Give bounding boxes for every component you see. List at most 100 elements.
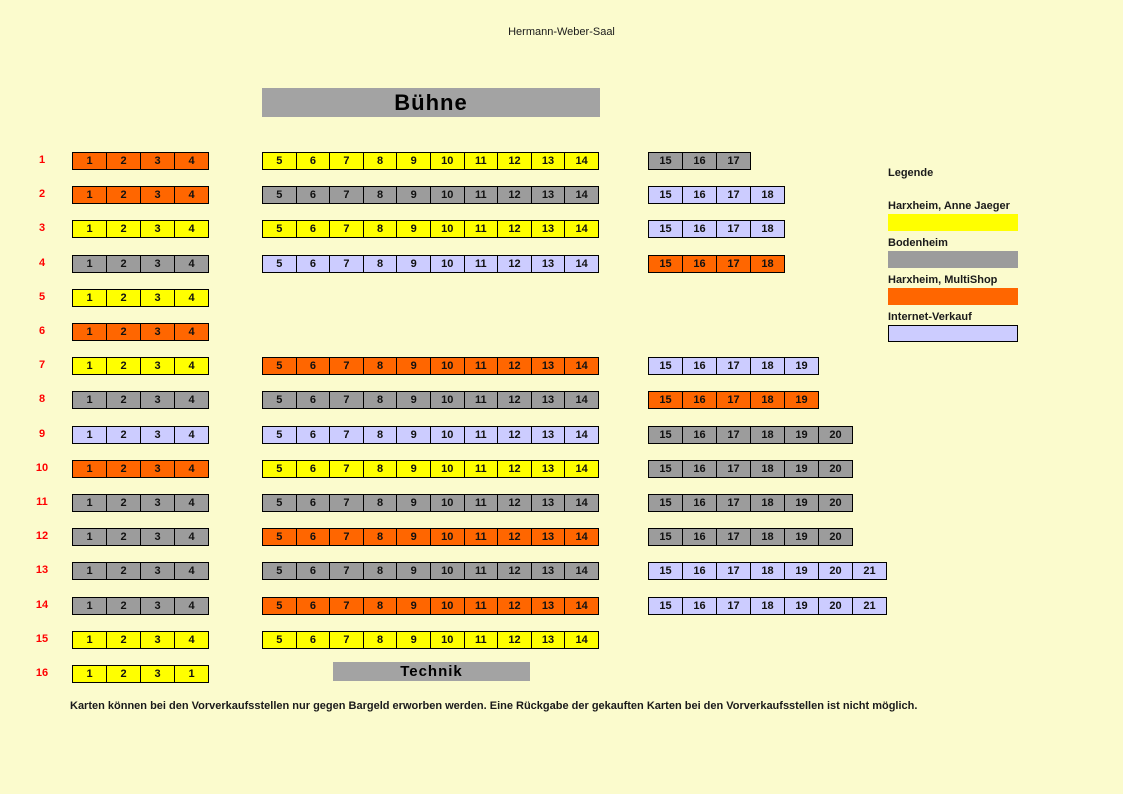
seat-r1-left-3-num-3[interactable]: 3 [140, 152, 175, 170]
seat-r14-right-3-num-17[interactable]: 17 [716, 597, 751, 615]
seat-r13-middle-8-num-12[interactable]: 12 [497, 562, 532, 580]
seat-r10-middle-8-num-12[interactable]: 12 [497, 460, 532, 478]
seat-r2-middle-9-num-13[interactable]: 13 [530, 186, 566, 204]
seat-r4-left-4-num-4[interactable]: 4 [174, 255, 209, 273]
seat-r9-left-4-num-4[interactable]: 4 [174, 426, 209, 444]
seat-r7-left-3-num-3[interactable]: 3 [140, 357, 175, 375]
seat-r2-middle-5-num-9[interactable]: 9 [396, 186, 431, 204]
seat-r12-middle-7-num-11[interactable]: 11 [463, 528, 499, 546]
seat-r15-left-4-num-4[interactable]: 4 [174, 631, 209, 649]
seat-r9-middle-7-num-11[interactable]: 11 [463, 426, 499, 444]
seat-r6-left-3-num-3[interactable]: 3 [140, 323, 175, 341]
seat-r8-middle-3-num-7[interactable]: 7 [329, 391, 364, 409]
seat-r10-left-3-num-3[interactable]: 3 [140, 460, 175, 478]
seat-r3-left-4-num-4[interactable]: 4 [174, 220, 209, 238]
seat-r12-left-3-num-3[interactable]: 3 [140, 528, 175, 546]
seat-r8-middle-5-num-9[interactable]: 9 [396, 391, 431, 409]
seat-r11-middle-8-num-12[interactable]: 12 [497, 494, 532, 512]
seat-r10-middle-7-num-11[interactable]: 11 [463, 460, 499, 478]
seat-r1-middle-5-num-9[interactable]: 9 [396, 152, 431, 170]
seat-r3-middle-10-num-14[interactable]: 14 [564, 220, 599, 238]
seat-r12-middle-5-num-9[interactable]: 9 [396, 528, 431, 546]
seat-r14-right-6-num-20[interactable]: 20 [818, 597, 853, 615]
seat-r8-left-3-num-3[interactable]: 3 [140, 391, 175, 409]
seat-r10-left-4-num-4[interactable]: 4 [174, 460, 209, 478]
seat-r8-middle-10-num-14[interactable]: 14 [564, 391, 599, 409]
seat-r1-left-1-num-1[interactable]: 1 [72, 152, 107, 170]
seat-r14-left-3-num-3[interactable]: 3 [140, 597, 175, 615]
seat-r7-right-3-num-17[interactable]: 17 [716, 357, 751, 375]
seat-r3-right-3-num-17[interactable]: 17 [716, 220, 751, 238]
seat-r1-middle-10-num-14[interactable]: 14 [564, 152, 599, 170]
seat-r8-middle-8-num-12[interactable]: 12 [497, 391, 532, 409]
seat-r13-middle-6-num-10[interactable]: 10 [429, 562, 465, 580]
seat-r3-middle-4-num-8[interactable]: 8 [362, 220, 398, 238]
seat-r12-right-2-num-16[interactable]: 16 [682, 528, 717, 546]
seat-r7-middle-10-num-14[interactable]: 14 [564, 357, 599, 375]
seat-r3-left-3-num-3[interactable]: 3 [140, 220, 175, 238]
seat-r1-left-2-num-2[interactable]: 2 [106, 152, 141, 170]
seat-r9-left-2-num-2[interactable]: 2 [106, 426, 141, 444]
seat-r10-middle-10-num-14[interactable]: 14 [564, 460, 599, 478]
seat-r8-right-3-num-17[interactable]: 17 [716, 391, 751, 409]
seat-r13-middle-3-num-7[interactable]: 7 [329, 562, 364, 580]
seat-r1-middle-9-num-13[interactable]: 13 [530, 152, 566, 170]
seat-r8-middle-2-num-6[interactable]: 6 [295, 391, 331, 409]
seat-r15-middle-8-num-12[interactable]: 12 [497, 631, 532, 649]
seat-r3-right-1-num-15[interactable]: 15 [648, 220, 683, 238]
seat-r12-middle-1-num-5[interactable]: 5 [262, 528, 297, 546]
seat-r5-left-1-num-1[interactable]: 1 [72, 289, 107, 307]
seat-r2-middle-1-num-5[interactable]: 5 [262, 186, 297, 204]
seat-r1-right-3-num-17[interactable]: 17 [716, 152, 751, 170]
seat-r3-middle-5-num-9[interactable]: 9 [396, 220, 431, 238]
seat-r2-middle-7-num-11[interactable]: 11 [463, 186, 499, 204]
seat-r2-right-4-num-18[interactable]: 18 [750, 186, 785, 204]
seat-r12-right-5-num-19[interactable]: 19 [784, 528, 819, 546]
seat-r13-left-3-num-3[interactable]: 3 [140, 562, 175, 580]
seat-r12-left-1-num-1[interactable]: 1 [72, 528, 107, 546]
seat-r12-right-1-num-15[interactable]: 15 [648, 528, 683, 546]
seat-r12-right-3-num-17[interactable]: 17 [716, 528, 751, 546]
seat-r3-right-4-num-18[interactable]: 18 [750, 220, 785, 238]
seat-r2-left-3-num-3[interactable]: 3 [140, 186, 175, 204]
seat-r11-middle-3-num-7[interactable]: 7 [329, 494, 364, 512]
seat-r11-left-2-num-2[interactable]: 2 [106, 494, 141, 512]
seat-r8-right-5-num-19[interactable]: 19 [784, 391, 819, 409]
seat-r7-right-4-num-18[interactable]: 18 [750, 357, 785, 375]
seat-r4-middle-7-num-11[interactable]: 11 [463, 255, 499, 273]
seat-r2-right-1-num-15[interactable]: 15 [648, 186, 683, 204]
seat-r2-right-3-num-17[interactable]: 17 [716, 186, 751, 204]
seat-r15-middle-6-num-10[interactable]: 10 [429, 631, 465, 649]
seat-r4-middle-1-num-5[interactable]: 5 [262, 255, 297, 273]
seat-r12-right-6-num-20[interactable]: 20 [818, 528, 853, 546]
seat-r13-right-4-num-18[interactable]: 18 [750, 562, 785, 580]
seat-r1-middle-6-num-10[interactable]: 10 [429, 152, 465, 170]
seat-r9-left-1-num-1[interactable]: 1 [72, 426, 107, 444]
seat-r4-right-1-num-15[interactable]: 15 [648, 255, 683, 273]
seat-r14-middle-8-num-12[interactable]: 12 [497, 597, 532, 615]
seat-r13-middle-1-num-5[interactable]: 5 [262, 562, 297, 580]
seat-r8-right-1-num-15[interactable]: 15 [648, 391, 683, 409]
seat-r10-middle-2-num-6[interactable]: 6 [295, 460, 331, 478]
seat-r5-left-2-num-2[interactable]: 2 [106, 289, 141, 307]
seat-r11-middle-4-num-8[interactable]: 8 [362, 494, 398, 512]
seat-r13-middle-7-num-11[interactable]: 11 [463, 562, 499, 580]
seat-r13-right-5-num-19[interactable]: 19 [784, 562, 819, 580]
seat-r3-left-1-num-1[interactable]: 1 [72, 220, 107, 238]
seat-r12-middle-8-num-12[interactable]: 12 [497, 528, 532, 546]
seat-r11-right-2-num-16[interactable]: 16 [682, 494, 717, 512]
seat-r12-right-4-num-18[interactable]: 18 [750, 528, 785, 546]
seat-r7-left-2-num-2[interactable]: 2 [106, 357, 141, 375]
seat-r2-left-4-num-4[interactable]: 4 [174, 186, 209, 204]
seat-r10-middle-1-num-5[interactable]: 5 [262, 460, 297, 478]
seat-r11-right-6-num-20[interactable]: 20 [818, 494, 853, 512]
seat-r13-middle-9-num-13[interactable]: 13 [530, 562, 566, 580]
seat-r14-middle-7-num-11[interactable]: 11 [463, 597, 499, 615]
seat-r12-left-4-num-4[interactable]: 4 [174, 528, 209, 546]
seat-r14-left-1-num-1[interactable]: 1 [72, 597, 107, 615]
seat-r2-middle-2-num-6[interactable]: 6 [295, 186, 331, 204]
seat-r13-right-1-num-15[interactable]: 15 [648, 562, 683, 580]
seat-r15-left-1-num-1[interactable]: 1 [72, 631, 107, 649]
seat-r10-right-6-num-20[interactable]: 20 [818, 460, 853, 478]
seat-r13-left-4-num-4[interactable]: 4 [174, 562, 209, 580]
